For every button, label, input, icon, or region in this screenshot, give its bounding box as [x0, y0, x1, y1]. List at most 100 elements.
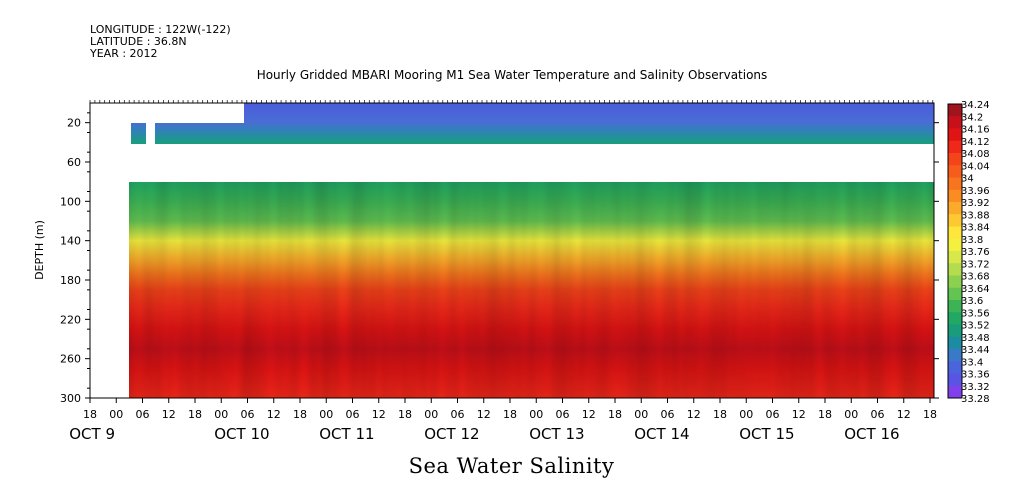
- colorbar-label: 33.4: [961, 357, 983, 368]
- x-hour-label: 12: [477, 408, 491, 421]
- x-hour-label: 06: [556, 408, 570, 421]
- x-hour-label: 12: [897, 408, 911, 421]
- x-hour-label: 00: [424, 408, 438, 421]
- x-hour-label: 06: [451, 408, 465, 421]
- colorbar-swatch: [948, 226, 962, 240]
- x-hour-label: 18: [713, 408, 727, 421]
- x-hour-label: 00: [634, 408, 648, 421]
- x-hour-label: 12: [267, 408, 281, 421]
- colorbar-swatch: [948, 202, 962, 215]
- colorbar-label: 33.96: [961, 186, 990, 197]
- x-hour-label: 12: [162, 408, 176, 421]
- x-hour-label: 06: [346, 408, 360, 421]
- latitude-label: LATITUDE : 36.8N: [90, 35, 187, 48]
- x-hour-label: 18: [83, 408, 97, 421]
- x-day-label: OCT 14: [634, 425, 689, 443]
- colorbar-label: 33.68: [961, 272, 990, 283]
- y-tick-label: 180: [60, 274, 81, 287]
- colorbar-swatch: [948, 214, 962, 227]
- chart-title: Hourly Gridded MBARI Mooring M1 Sea Wate…: [256, 68, 768, 82]
- colorbar-swatch: [948, 300, 962, 313]
- y-tick-label: 300: [60, 392, 81, 405]
- colorbar-label: 33.84: [961, 223, 990, 234]
- x-hour-label: 12: [582, 408, 596, 421]
- x-hour-label: 18: [188, 408, 202, 421]
- colorbar-label: 33.48: [961, 333, 990, 344]
- x-hour-label: 12: [372, 408, 386, 421]
- upper-gap-small1: [129, 103, 131, 144]
- x-hour-label: 18: [293, 408, 307, 421]
- field-texture: [129, 182, 934, 398]
- colorbar-label: 34.16: [961, 125, 990, 136]
- colorbar-label: 33.64: [961, 284, 990, 295]
- x-hour-label: 06: [241, 408, 255, 421]
- x-hour-label: 00: [109, 408, 123, 421]
- colorbar-frame: [947, 103, 963, 399]
- x-hour-label: 00: [319, 408, 333, 421]
- colorbar-swatch: [948, 251, 962, 264]
- variable-caption: Sea Water Salinity: [408, 454, 615, 478]
- colorbar-label: 33.92: [961, 198, 990, 209]
- y-tick-label: 220: [60, 313, 81, 326]
- colorbar-swatch: [948, 238, 962, 252]
- colorbar-swatch: [948, 275, 962, 289]
- colorbar-swatch: [948, 287, 962, 301]
- colorbar-label: 33.88: [961, 210, 990, 221]
- x-hour-label: 12: [687, 408, 701, 421]
- colorbar-label: 34: [961, 174, 974, 185]
- colorbar-swatch: [948, 263, 962, 276]
- colorbar-swatch: [948, 361, 962, 374]
- colorbar-label: 34.2: [961, 112, 983, 123]
- colorbar-swatch: [948, 177, 962, 191]
- x-hour-label: 00: [844, 408, 858, 421]
- colorbar-swatch: [948, 165, 962, 178]
- y-tick-label: 60: [67, 156, 81, 169]
- colorbar-label: 34.24: [961, 100, 990, 111]
- salinity-field-upper: [129, 103, 934, 144]
- salinity-depth-chart: 20 60 100 140 180 220 260 300 DEPTH (m) 18 00 06 12 1…: [33, 100, 990, 443]
- colorbar-label: 33.44: [961, 345, 990, 356]
- colorbar-swatch: [948, 189, 962, 203]
- colorbar-label: 33.6: [961, 296, 983, 307]
- upper-gap-left: [90, 103, 244, 123]
- y-tick-label: 100: [60, 195, 81, 208]
- x-hour-label: 00: [529, 408, 543, 421]
- colorbar-label: 33.8: [961, 235, 983, 246]
- x-hour-label: 18: [923, 408, 937, 421]
- y-tick-label: 140: [60, 235, 81, 248]
- x-day-label: OCT 10: [214, 425, 269, 443]
- x-hour-label: 06: [136, 408, 150, 421]
- x-hour-label: 18: [608, 408, 622, 421]
- colorbar-swatch: [948, 349, 962, 362]
- x-day-label: OCT 11: [319, 425, 374, 443]
- y-axis-label: DEPTH (m): [33, 220, 46, 280]
- colorbar-label: 33.32: [961, 382, 990, 393]
- colorbar-swatch: [948, 116, 962, 129]
- longitude-label: LONGITUDE : 122W(-122): [90, 23, 231, 36]
- x-hour-label: 06: [766, 408, 780, 421]
- colorbar-swatch: [948, 324, 962, 338]
- axes: 20 60 100 140 180 220 260 300 DEPTH (m) 18 00 06 12 1…: [33, 100, 939, 443]
- colorbar-swatch: [948, 104, 962, 117]
- x-day-label: OCT 13: [529, 425, 584, 443]
- colorbar-swatch: [948, 336, 962, 350]
- colorbar-swatch: [948, 312, 962, 325]
- colorbar-swatch: [948, 385, 962, 399]
- colorbar-label: 33.72: [961, 259, 990, 270]
- upper-gap-small2: [146, 123, 155, 144]
- x-hour-label: 06: [871, 408, 885, 421]
- x-hour-label: 06: [661, 408, 675, 421]
- x-hour-label: 18: [503, 408, 517, 421]
- x-hour-label: 00: [214, 408, 228, 421]
- colorbar-label: 33.36: [961, 370, 990, 381]
- year-label: YEAR : 2012: [90, 47, 158, 60]
- colorbar-label: 34.08: [961, 149, 990, 160]
- x-day-label: OCT 15: [739, 425, 794, 443]
- colorbar-swatch: [948, 373, 962, 387]
- colorbar-swatch: [948, 153, 962, 166]
- x-day-label: OCT 9: [69, 425, 115, 443]
- y-tick-label: 260: [60, 353, 81, 366]
- location-metadata: LONGITUDE : 122W(-122) LATITUDE : 36.8N …: [90, 24, 231, 60]
- colorbar-label: 33.28: [961, 394, 990, 405]
